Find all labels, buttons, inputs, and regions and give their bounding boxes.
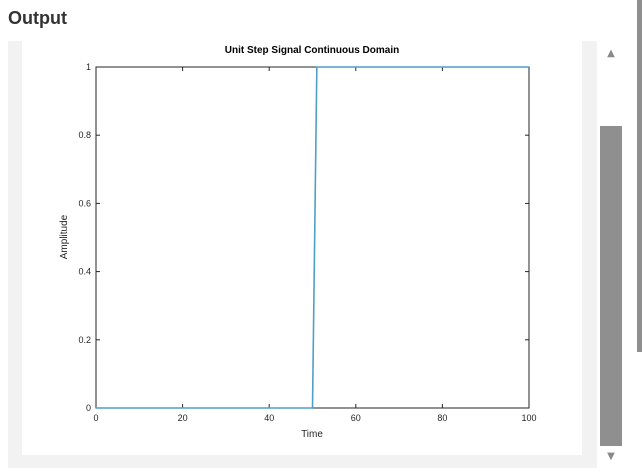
y-tick-label: 0.2: [78, 335, 91, 345]
x-tick-label: 100: [521, 413, 536, 423]
triangle-up-icon[interactable]: ▲: [607, 48, 615, 59]
x-axis-label: Time: [301, 429, 323, 440]
y-tick-label: 0.4: [78, 267, 91, 277]
plot-area: Unit Step Signal Continuous Domain Time …: [22, 41, 582, 455]
series-layer: [96, 66, 529, 409]
x-tick-label: 20: [178, 413, 188, 423]
panel-title: Output: [8, 8, 67, 28]
window-edge-scrollbar[interactable]: [637, 0, 642, 352]
y-tick-label: 0.6: [78, 198, 91, 208]
output-panel: Unit Step Signal Continuous Domain Time …: [8, 41, 597, 468]
y-tick-label: 0: [86, 403, 91, 413]
series-line: [96, 66, 529, 409]
y-tick-label: 1: [86, 62, 91, 72]
chart-title: Unit Step Signal Continuous Domain: [225, 45, 399, 56]
x-tick-label: 60: [351, 413, 361, 423]
chart-background: [22, 41, 582, 455]
y-axis-label: Amplitude: [59, 214, 70, 259]
unit-step-chart: Unit Step Signal Continuous Domain Time …: [22, 41, 582, 455]
y-tick-label: 0.8: [78, 130, 91, 140]
x-tick-label: 0: [93, 413, 98, 423]
x-tick-label: 40: [264, 413, 274, 423]
scrollbar-thumb[interactable]: [600, 126, 622, 446]
x-tick-label: 80: [437, 413, 447, 423]
triangle-down-icon[interactable]: ▼: [607, 451, 615, 462]
